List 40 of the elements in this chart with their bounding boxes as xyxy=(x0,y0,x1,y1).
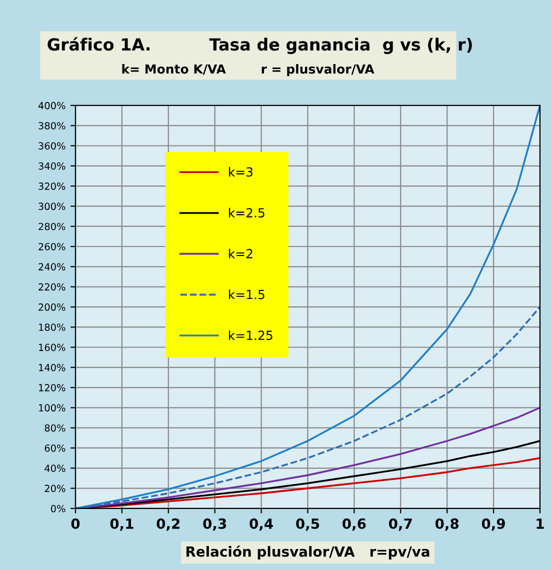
x-tick-label: 0,6 xyxy=(342,518,366,531)
y-tick-label: 160% xyxy=(39,344,66,352)
x-tick-label: 0,1 xyxy=(110,518,134,531)
y-tick-label: 240% xyxy=(38,263,66,270)
legend-label: k=1.5 xyxy=(228,290,264,300)
y-tick-label: 340% xyxy=(38,162,66,170)
x-tick-label: 0 xyxy=(71,518,80,529)
y-tick-label: 220% xyxy=(38,283,66,291)
y-tick-label: 100% xyxy=(39,404,66,412)
legend-label: k=3 xyxy=(228,167,253,177)
y-tick-label: 20% xyxy=(44,484,66,492)
y-tick-label: 140% xyxy=(39,364,66,372)
x-tick-label: 0,5 xyxy=(296,518,320,531)
y-tick-label: 120% xyxy=(39,384,66,392)
y-tick-label: 280% xyxy=(38,222,66,230)
x-tick-label: 0,7 xyxy=(388,518,412,531)
y-tick-label: 300% xyxy=(38,202,66,210)
x-axis-title: Relación plusvalor/VA r=pv/va xyxy=(186,545,430,560)
x-tick-label: 0,4 xyxy=(250,518,273,531)
legend-label: k=2.5 xyxy=(228,208,264,218)
y-tick-label: 60% xyxy=(44,444,66,452)
x-tick-label: 0,8 xyxy=(435,518,459,531)
y-tick-label: 40% xyxy=(44,464,66,472)
legend-label: k=2 xyxy=(228,248,252,258)
y-tick-label: 380% xyxy=(38,122,66,130)
x-tick-label: 0,2 xyxy=(156,518,180,531)
chart-title: Gráfico 1A. Tasa de ganancia g vs (k, r) xyxy=(48,37,472,54)
legend-label: k=1.25 xyxy=(228,330,272,340)
y-tick-label: 80% xyxy=(44,424,66,432)
chart-subtitle: k= Monto K/VA r = plusvalor/VA xyxy=(122,64,374,76)
y-tick-label: 0% xyxy=(50,504,66,512)
y-tick-label: 260% xyxy=(38,242,66,250)
x-tick-label: 0,9 xyxy=(482,518,505,531)
y-tick-label: 320% xyxy=(38,182,66,190)
x-tick-label: 1 xyxy=(536,518,544,529)
y-tick-label: 180% xyxy=(39,324,66,331)
y-tick-label: 200% xyxy=(38,303,66,311)
y-tick-label: 400% xyxy=(38,102,66,110)
y-tick-label: 360% xyxy=(38,142,66,150)
x-tick-label: 0,3 xyxy=(203,518,226,531)
